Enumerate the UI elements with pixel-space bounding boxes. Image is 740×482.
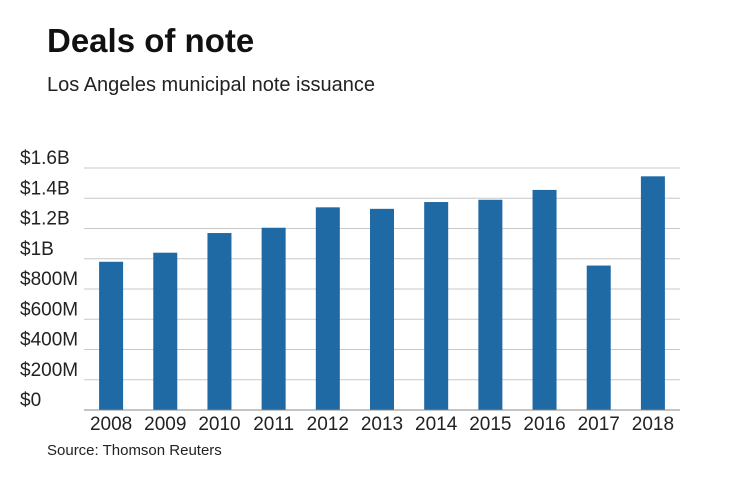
y-tick-label: $1B <box>20 239 54 260</box>
y-tick-label: $0 <box>20 390 41 411</box>
bar <box>532 189 557 410</box>
x-tick-label: 2008 <box>90 414 132 435</box>
x-tick-label: 2011 <box>253 414 294 435</box>
y-tick-label: $800M <box>20 269 78 290</box>
x-tick-label: 2010 <box>198 414 240 435</box>
bar <box>586 265 611 410</box>
bar <box>261 227 286 410</box>
bar <box>315 207 340 410</box>
y-tick-label: $1.2B <box>20 209 70 230</box>
bar <box>153 252 178 410</box>
chart-title: Deals of note <box>47 22 255 59</box>
x-tick-label: 2016 <box>523 414 565 435</box>
bar <box>207 233 232 410</box>
x-tick-label: 2015 <box>469 414 511 435</box>
y-tick-label: $600M <box>20 299 78 320</box>
x-tick-label: 2012 <box>307 414 349 435</box>
chart-subtitle: Los Angeles municipal note issuance <box>47 74 375 96</box>
x-tick-label: 2013 <box>361 414 403 435</box>
x-tick-label: 2018 <box>632 414 674 435</box>
bar <box>370 208 394 410</box>
y-tick-label: $1.6B <box>20 148 70 169</box>
x-tick-label: 2017 <box>578 414 620 435</box>
y-tick-label: $1.4B <box>20 178 70 199</box>
y-tick-label: $400M <box>20 330 78 351</box>
y-tick-label: $200M <box>20 360 78 381</box>
bar <box>640 176 665 410</box>
bar <box>424 202 449 410</box>
bar <box>99 261 124 410</box>
bar <box>478 199 503 410</box>
x-tick-label: 2014 <box>415 414 458 435</box>
source-note: Source: Thomson Reuters <box>47 442 222 459</box>
x-tick-label: 2009 <box>144 414 186 435</box>
